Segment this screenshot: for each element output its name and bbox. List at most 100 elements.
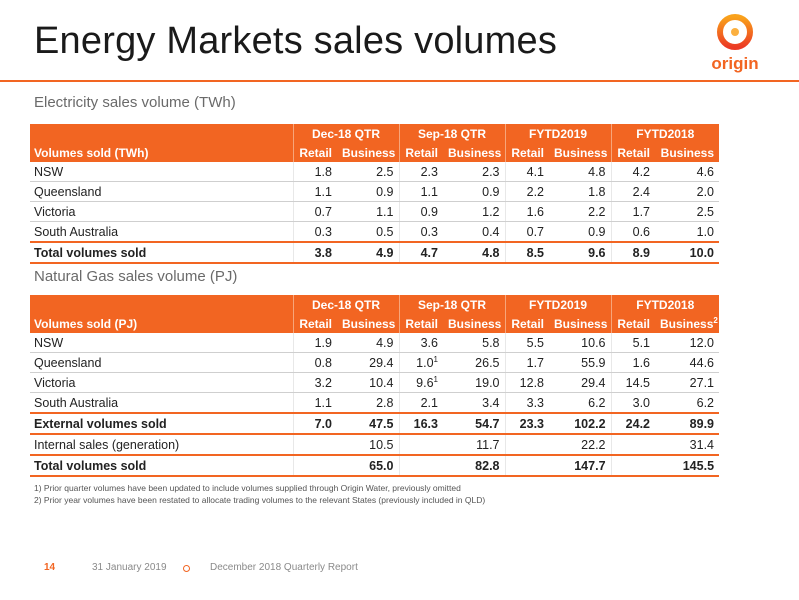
cell: 0.9 (398, 201, 443, 222)
cell: 145.5 (655, 454, 720, 477)
electricity-table: Dec-18 QTR Sep-18 QTR FYTD2019 FYTD2018 … (30, 124, 720, 264)
cell: 1.1 (398, 181, 443, 202)
column-header: Retail (398, 314, 443, 333)
electricity-period-header-row: Dec-18 QTR Sep-18 QTR FYTD2019 FYTD2018 (30, 124, 720, 143)
cell: 1.1 (292, 392, 337, 414)
cell: 27.1 (655, 372, 720, 393)
cell: 47.5 (337, 412, 399, 435)
gas-column-header-row: Volumes sold (PJ) Retail Business Retail… (30, 314, 720, 333)
cell: 6.2 (549, 392, 612, 414)
cell: 0.7 (292, 201, 337, 222)
period-header: Dec-18 QTR (292, 124, 399, 143)
cell: 10.4 (337, 372, 399, 393)
period-header: Sep-18 QTR (398, 124, 506, 143)
column-header: Retail (292, 143, 337, 162)
table-row: Victoria 0.7 1.1 0.9 1.2 1.6 2.2 1.7 2.5 (30, 201, 720, 222)
electricity-section-title: Electricity sales volume (TWh) (34, 94, 236, 111)
column-header: Business2 (655, 314, 720, 333)
cell: 1.2 (443, 201, 506, 222)
cell: 10.6 (549, 333, 612, 353)
origin-logo-icon (717, 14, 753, 50)
period-header: Sep-18 QTR (398, 295, 506, 314)
cell: 22.2 (549, 434, 612, 456)
row-header: Volumes sold (PJ) (30, 314, 293, 333)
cell: 8.5 (504, 241, 550, 264)
cell: 1.0 (655, 221, 720, 243)
cell: 5.5 (504, 333, 550, 353)
cell: 9.61 (398, 372, 443, 393)
row-header: Volumes sold (TWh) (30, 143, 293, 162)
origin-logo-text: origin (711, 54, 759, 73)
column-header: Retail (292, 314, 337, 333)
cell: 2.2 (549, 201, 612, 222)
cell: 55.9 (549, 352, 612, 373)
cell: 0.9 (443, 181, 506, 202)
cell: 1.8 (292, 162, 337, 182)
cell: 54.7 (443, 412, 506, 435)
footnote: 1) Prior quarter volumes have been updat… (34, 483, 461, 493)
cell: 0.9 (549, 221, 612, 243)
cell: 1.7 (504, 352, 550, 373)
row-label: Queensland (30, 352, 293, 373)
row-label: Internal sales (generation) (30, 434, 293, 456)
row-label: NSW (30, 162, 293, 182)
column-header: Retail (398, 143, 443, 162)
cell: 4.7 (398, 241, 443, 264)
cell: 0.5 (337, 221, 399, 243)
external-volumes-row: External volumes sold 7.0 47.5 16.3 54.7… (30, 412, 720, 435)
column-header: Retail (504, 314, 550, 333)
cell: 5.8 (443, 333, 506, 353)
cell: 2.1 (398, 392, 443, 414)
cell: 2.2 (504, 181, 550, 202)
cell: 2.3 (443, 162, 506, 182)
row-label: Total volumes sold (30, 454, 293, 477)
column-header: Retail (610, 314, 656, 333)
period-header: FYTD2018 (610, 124, 720, 143)
cell: 0.6 (610, 221, 656, 243)
gas-period-header-row: Dec-18 QTR Sep-18 QTR FYTD2019 FYTD2018 (30, 295, 720, 314)
cell: 82.8 (443, 454, 506, 477)
row-label: Queensland (30, 181, 293, 202)
footnote: 2) Prior year volumes have been restated… (34, 495, 486, 505)
table-row: NSW 1.8 2.5 2.3 2.3 4.1 4.8 4.2 4.6 (30, 162, 720, 182)
row-label: Victoria (30, 372, 293, 393)
cell: 65.0 (337, 454, 399, 477)
total-row: Total volumes sold 3.8 4.9 4.7 4.8 8.5 9… (30, 241, 720, 264)
cell: 2.3 (398, 162, 443, 182)
row-label: Victoria (30, 201, 293, 222)
cell: 0.7 (504, 221, 550, 243)
page-title: Energy Markets sales volumes (34, 20, 558, 62)
cell: 12.0 (655, 333, 720, 353)
cell: 3.3 (504, 392, 550, 414)
gas-table: Dec-18 QTR Sep-18 QTR FYTD2019 FYTD2018 … (30, 295, 720, 477)
cell: 16.3 (398, 412, 443, 435)
cell: 12.8 (504, 372, 550, 393)
cell: 4.6 (655, 162, 720, 182)
cell: 1.1 (337, 201, 399, 222)
row-label: South Australia (30, 392, 293, 414)
period-header: FYTD2019 (504, 124, 612, 143)
row-label: Total volumes sold (30, 241, 293, 264)
table-row: Queensland 1.1 0.9 1.1 0.9 2.2 1.8 2.4 2… (30, 181, 720, 202)
column-header: Retail (610, 143, 656, 162)
cell: 10.0 (655, 241, 720, 264)
cell: 102.2 (549, 412, 612, 435)
table-row: Victoria 3.2 10.4 9.61 19.0 12.8 29.4 14… (30, 372, 720, 393)
cell: 0.3 (398, 221, 443, 243)
column-header: Business (337, 314, 399, 333)
cell: 26.5 (443, 352, 506, 373)
footer-report-title: December 2018 Quarterly Report (210, 562, 358, 573)
cell: 24.2 (610, 412, 656, 435)
cell: 2.5 (337, 162, 399, 182)
cell: 29.4 (337, 352, 399, 373)
cell: 4.9 (337, 333, 399, 353)
electricity-column-header-row: Volumes sold (TWh) Retail Business Retai… (30, 143, 720, 162)
cell: 3.6 (398, 333, 443, 353)
cell: 4.1 (504, 162, 550, 182)
cell: 3.8 (292, 241, 337, 264)
cell: 2.5 (655, 201, 720, 222)
table-row: Queensland 0.8 29.4 1.01 26.5 1.7 55.9 1… (30, 352, 720, 373)
cell: 4.8 (443, 241, 506, 264)
footer-date: 31 January 2019 (92, 562, 167, 573)
footnote-marker: 2 (713, 315, 718, 325)
